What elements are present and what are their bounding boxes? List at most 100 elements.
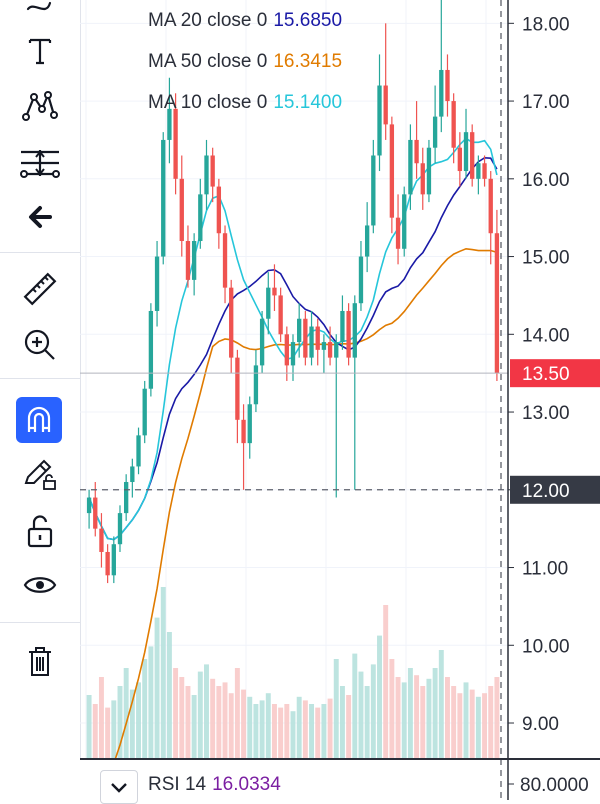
candle-body [432,116,438,148]
lock-tool[interactable] [14,508,66,554]
rsi-pane: RSI 14 16.0334 [80,758,500,804]
candle-body [185,241,191,280]
candle-body [346,310,351,358]
text-icon [28,38,52,65]
drawing-toolbar [0,0,81,800]
axis-tick-label: 15.00 [522,248,570,269]
candle-body [451,101,456,148]
volume-bar [395,677,401,758]
curve-tool[interactable] [14,0,66,24]
volume-bar [315,707,321,758]
volume-bar [259,700,265,758]
volume-bar [123,668,129,758]
volume-bar [358,671,364,758]
price-lines [80,0,508,800]
volume-bar [241,689,247,758]
volume-bar [185,686,191,758]
ma20-line [88,156,498,541]
arrow-left-icon [29,206,52,228]
legend-ma20[interactable]: MA 20 close 0 15.6850 [148,0,348,41]
rsi-collapse-button[interactable] [100,770,138,804]
volume-bar [92,704,98,758]
volume-bar [154,617,160,758]
magnet-tool[interactable] [16,397,62,443]
candle-body [364,225,370,257]
candle-body [278,295,283,335]
candle-body [148,310,154,389]
rsi-axis-label: 80.0000 [520,775,589,796]
volume-bar [265,693,271,758]
candle-body [117,513,123,545]
candle-body [235,357,240,420]
pattern-tool[interactable] [14,82,66,128]
zoom-in-icon [24,329,55,360]
candle-body [414,139,419,164]
candle-body [247,404,252,444]
rsi-legend[interactable]: RSI 14 16.0334 [148,774,287,796]
volume-bar [414,675,420,758]
eye-icon [23,577,57,593]
zoom-tool[interactable] [14,322,66,368]
volume-bar [488,686,494,758]
price-axis-bg [508,0,600,800]
candle-body [229,287,234,358]
volume-bar [438,650,444,758]
price-chart[interactable]: 18.00 17.00 16.00 15.00 14.00 13.00 12.00 11.00… [80,0,600,800]
candle-body [154,256,160,311]
volume-bar [222,682,228,758]
volume-bar [420,686,426,758]
crosshair-price-tag [510,475,600,504]
axis-tick-label: 14.00 [522,325,570,346]
legend-label: MA 50 close 0 [148,51,268,72]
candle-body [321,342,327,350]
visibility-tool[interactable] [14,562,66,608]
volume-bar [86,695,92,758]
volume-bar [253,704,259,758]
price-axis[interactable]: 18.00 17.00 16.00 15.00 14.00 13.00 12.00 11.00… [80,0,600,800]
candle-body [290,342,296,366]
prediction-tool[interactable] [14,140,66,186]
volume-bar [247,696,253,758]
text-tool[interactable] [14,28,66,74]
candle-body [216,186,222,234]
volume-bar [333,659,339,758]
volume-bar [210,678,216,758]
volume-bar [389,659,395,758]
candle-body [204,155,209,195]
candle-body [93,497,98,529]
axis-tick-label: 10.00 [522,636,570,657]
candle-body [167,108,172,140]
toolbar-divider [0,252,80,253]
back-tool[interactable] [14,194,66,240]
volume-bar [234,668,240,758]
volume-bar [475,696,481,758]
volume-bar [216,686,222,758]
volume-bar [482,693,488,758]
measure-tool[interactable] [14,266,66,312]
candle-body [272,287,277,296]
crosshair-price-label: 12.00 [522,481,570,502]
candle-body [494,233,500,374]
candle-body [377,85,382,156]
candle-body [266,287,271,319]
volume-bar [377,635,382,758]
legend-ma10[interactable]: MA 10 close 0 15.1400 [148,82,348,123]
candle-body [340,310,345,343]
volume-bar [383,605,389,758]
chart-grid [80,0,508,758]
delete-tool[interactable] [14,638,66,684]
candle-body [383,85,388,125]
volume-bar [457,693,463,758]
candle-body [284,334,289,366]
candle-body [408,139,413,195]
volume-bar [432,668,438,758]
candle-body [173,108,178,179]
volume-bar [111,700,117,758]
lock-drawing-tool[interactable] [14,450,66,496]
volume-bar [339,686,345,758]
candle-body [179,178,184,242]
ruler-icon [23,272,57,306]
volume-bar [302,700,308,758]
legend-ma50[interactable]: MA 50 close 0 16.3415 [148,41,348,82]
volume-bar [352,653,358,758]
